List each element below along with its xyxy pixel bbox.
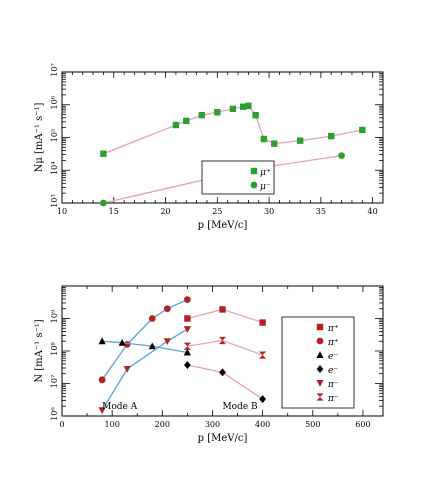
mode-b-annotation: Mode B [222, 402, 258, 412]
x-tick-label: 10 [57, 207, 67, 216]
y-tick-label: 10⁶ [50, 407, 59, 420]
x-tick-label: 500 [305, 420, 320, 429]
series-6-point [259, 351, 267, 359]
x-tick-label: 30 [264, 207, 274, 216]
legend-label: e⁻ [328, 366, 338, 376]
y-axis-label: N [mA⁻¹ s⁻¹] [34, 319, 45, 382]
legend-marker [316, 393, 324, 401]
series-1-curve [103, 105, 363, 155]
series-5-curve [101, 328, 188, 411]
y-tick-label: 10³ [50, 194, 59, 207]
series-5-point [163, 338, 171, 346]
series-2-point [148, 315, 156, 322]
series-1-point [183, 117, 190, 125]
x-tick-label: 35 [316, 207, 326, 216]
legend-label: π⁺ [327, 324, 339, 334]
series-1-point [214, 109, 221, 116]
series-1-point [271, 140, 278, 147]
series-4-point [259, 395, 267, 404]
mode-a-annotation: Mode A [102, 402, 138, 412]
series-2-curve [101, 299, 188, 381]
legend-marker [316, 365, 324, 373]
series-1-point [198, 111, 205, 119]
legend-label: μ⁺ [260, 168, 271, 178]
series-3-point [98, 337, 106, 345]
legend-box [281, 316, 355, 409]
y-tick-label: 10⁷ [50, 375, 59, 388]
series-2-point [100, 199, 107, 207]
series-2-point [338, 152, 345, 160]
x-tick-label: 20 [160, 207, 170, 216]
series-4-curve [187, 364, 263, 400]
y-tick-label: 10⁴ [50, 162, 59, 175]
series-1-point [219, 306, 226, 313]
legend-label: μ⁻ [260, 182, 271, 192]
x-tick-label: 15 [109, 207, 119, 216]
series-1-point [260, 135, 268, 143]
series-1-point [100, 150, 107, 157]
x-tick-label: 0 [59, 420, 64, 429]
series-6-point [183, 342, 191, 350]
series-4-point [219, 368, 226, 377]
x-tick-label: 40 [368, 207, 378, 216]
legend-marker [316, 380, 324, 387]
x-tick-label: 300 [205, 420, 220, 429]
legend-marker [316, 351, 324, 358]
series-1-point [245, 102, 252, 109]
series-2-point [163, 305, 171, 313]
series-1-point [172, 121, 180, 129]
series-1-point [359, 126, 366, 134]
series-6-curve [187, 339, 263, 356]
y-tick-label: 10⁸ [50, 342, 59, 355]
y-tick-label: 10⁹ [50, 309, 59, 323]
series-6-point [218, 336, 227, 345]
series-1-point [240, 103, 247, 110]
legend-label: e⁻ [328, 352, 338, 362]
series-2-point [98, 376, 106, 384]
legend-marker [250, 167, 258, 175]
x-axis-label: p [MeV/c] [198, 433, 248, 444]
series-2-point [183, 296, 191, 304]
series-3-curve [102, 340, 188, 354]
series-5-point [123, 365, 131, 373]
series-5-point [183, 326, 191, 333]
x-tick-label: 25 [212, 207, 222, 216]
x-tick-label: 200 [155, 420, 170, 429]
legend-box [201, 160, 275, 195]
series-5-point [98, 407, 106, 415]
series-1-point [296, 137, 304, 144]
series-1-point [259, 319, 266, 326]
x-axis-label: p [MeV/c] [198, 220, 248, 231]
muon-rate-chart: 10 15 20 25 30 35 40 10³ 10⁴ 10⁵ 10⁶ 10⁷ p [MeV/c] Nμ… [34, 63, 384, 231]
series-1-point [328, 132, 335, 140]
y-tick-label: 10⁵ [50, 129, 59, 142]
legend-marker [316, 323, 324, 331]
legend-label: π⁻ [327, 394, 339, 404]
pion-rate-chart: 0 100 200 300 400 500 600 10⁶ 10⁷ 10⁸ 10⁹ p [MeV/c]… [34, 285, 384, 444]
x-tick-label: 400 [255, 420, 270, 429]
x-tick-label: 600 [355, 420, 370, 429]
legend-marker [250, 181, 258, 189]
series-1-point [252, 111, 259, 119]
series-1-point [229, 105, 237, 113]
legend-label: π⁻ [327, 380, 339, 390]
legend-marker [316, 337, 324, 345]
series-1-point [184, 315, 191, 322]
x-tick-label: 100 [105, 420, 120, 429]
y-tick-label: 10⁶ [50, 96, 59, 109]
legend-label: π⁺ [327, 338, 339, 348]
series-3-point [148, 342, 156, 350]
series-3-point [183, 348, 191, 356]
series-4-point [183, 361, 191, 370]
series-3-point [118, 338, 126, 346]
y-axis-label: Nμ [mA⁻¹ s⁻¹] [34, 102, 45, 172]
y-tick-label: 10⁷ [50, 63, 59, 76]
